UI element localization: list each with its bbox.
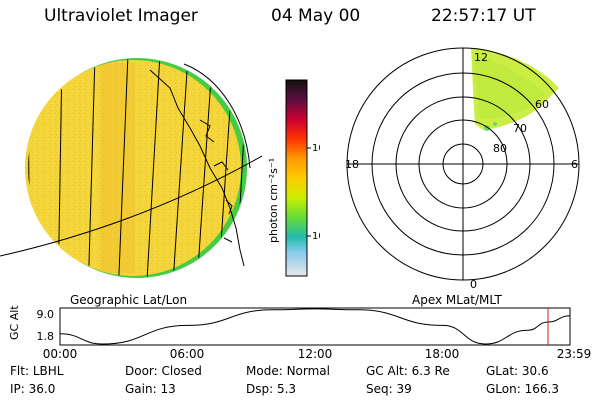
timeline-xtick-0000: 00:00	[43, 347, 78, 361]
timeline-ylabel: GC Alt	[8, 305, 21, 340]
info-door: Door: Closed	[125, 364, 202, 378]
date-label: 04 May 00	[271, 6, 361, 26]
coastline	[149, 69, 245, 267]
timeline-xtick-0600: 06:00	[170, 347, 205, 361]
time-label: 22:57:17 UT	[431, 6, 536, 26]
globe-disk	[25, 60, 241, 276]
timeline-xtick-2359: 23:59	[557, 347, 592, 361]
timeline-frame	[59, 307, 571, 346]
globe-panel-label: Geographic Lat/Lon	[70, 293, 188, 307]
mlt-label-12: 12	[474, 51, 488, 64]
altitude-timeline: GC Alt 9.0 1.8 00:00 06:00 12:00 18:00 2…	[8, 305, 592, 361]
info-glon: GLon: 166.3	[486, 382, 559, 396]
instrument-title: Ultraviolet Imager	[44, 6, 198, 26]
mlt-label-18: 18	[345, 158, 359, 171]
colorbar-unit-label: photon cm⁻²s⁻¹	[267, 158, 280, 243]
timeline-xtick-1800: 18:00	[425, 347, 460, 361]
mlat-label-70: 70	[513, 122, 527, 135]
latitude-line	[0, 155, 262, 257]
colorbar-tick-10: 10	[312, 231, 320, 242]
timeline-ytick-low: 1.8	[37, 330, 55, 343]
timeline-ytick-high: 9.0	[37, 308, 55, 321]
info-seq: Seq: 39	[366, 382, 412, 396]
info-dsp: Dsp: 5.3	[246, 382, 297, 396]
info-mode: Mode: Normal	[246, 364, 330, 378]
info-glat: GLat: 30.6	[486, 364, 549, 378]
timeline-xtick-1200: 12:00	[298, 347, 333, 361]
mlt-label-6: 6	[571, 158, 578, 171]
polar-plot: 12 18 6 0 60 70 80	[345, 47, 580, 291]
colorbar-gradient	[285, 79, 308, 277]
info-gc-alt: GC Alt: 6.3 Re	[366, 364, 450, 378]
mlat-label-80: 80	[493, 142, 507, 155]
mlat-label-60: 60	[535, 98, 549, 111]
mlt-label-0: 0	[470, 278, 477, 291]
info-gain: Gain: 13	[125, 382, 176, 396]
altitude-line	[59, 308, 571, 345]
info-flt: Flt: LBHL	[10, 364, 64, 378]
info-ip: IP: 36.0	[10, 382, 56, 396]
colorbar-tick-100: 100	[312, 143, 320, 154]
polar-panel-label: Apex MLat/MLT	[412, 293, 502, 307]
globe-image	[0, 58, 262, 278]
colorbar: 100 10 photon cm⁻²s⁻¹	[267, 79, 320, 277]
